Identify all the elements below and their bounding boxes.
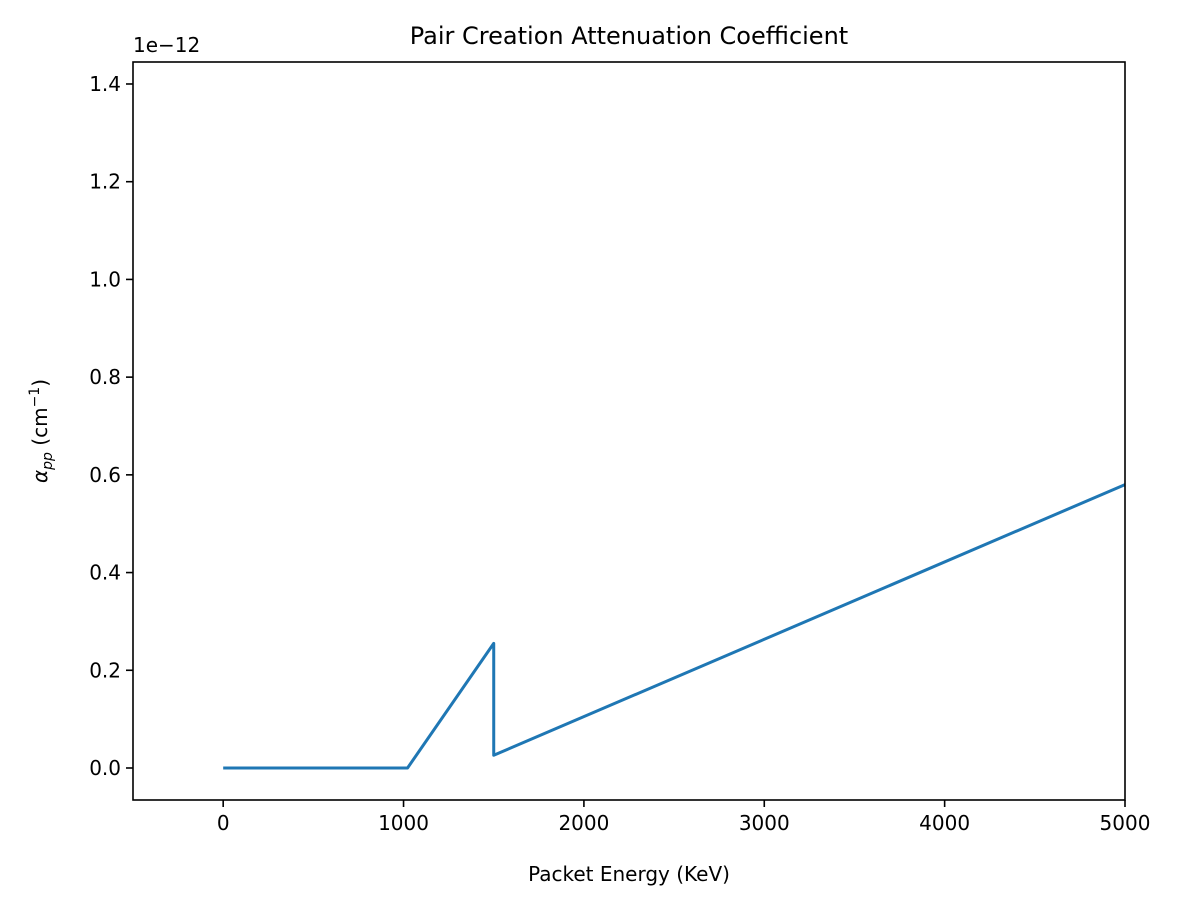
y-offset-text: 1e−12: [133, 33, 200, 57]
x-tick-label: 3000: [739, 811, 790, 835]
y-tick-label: 0.8: [89, 365, 121, 389]
x-tick-label: 2000: [558, 811, 609, 835]
x-tick-label: 4000: [919, 811, 970, 835]
y-label-close: ): [28, 379, 52, 387]
chart-title: Pair Creation Attenuation Coefficient: [410, 22, 848, 50]
x-axis-label: Packet Energy (KeV): [528, 862, 730, 886]
y-axis-label: αpp (cm−1): [27, 379, 56, 483]
x-tick-label: 0: [217, 811, 230, 835]
y-tick-label: 1.4: [89, 72, 121, 96]
data-line: [223, 483, 1126, 770]
plot-frame: [132, 61, 1126, 801]
y-tick-label: 0.2: [89, 658, 121, 682]
y-label-unit: (cm: [28, 407, 52, 452]
y-tick-label: 0.0: [89, 756, 121, 780]
y-label-symbol: α: [28, 470, 52, 483]
x-tick-label: 1000: [378, 811, 429, 835]
y-tick-label: 1.0: [89, 267, 121, 291]
y-tick-label: 0.4: [89, 561, 121, 585]
y-tick-label: 1.2: [89, 170, 121, 194]
y-label-superscript: −1: [27, 387, 43, 408]
y-label-subscript: pp: [40, 452, 56, 471]
y-tick-label: 0.6: [89, 463, 121, 487]
x-tick-label: 5000: [1100, 811, 1151, 835]
